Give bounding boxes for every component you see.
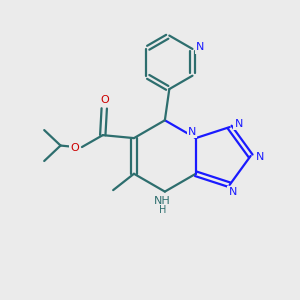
Text: N: N bbox=[229, 187, 237, 197]
Text: NH: NH bbox=[154, 196, 171, 206]
Text: O: O bbox=[100, 95, 109, 105]
Text: N: N bbox=[234, 118, 243, 128]
Text: O: O bbox=[70, 143, 79, 153]
Text: N: N bbox=[188, 127, 196, 137]
Text: N: N bbox=[196, 43, 204, 52]
Text: N: N bbox=[256, 152, 264, 162]
Text: H: H bbox=[159, 205, 166, 215]
